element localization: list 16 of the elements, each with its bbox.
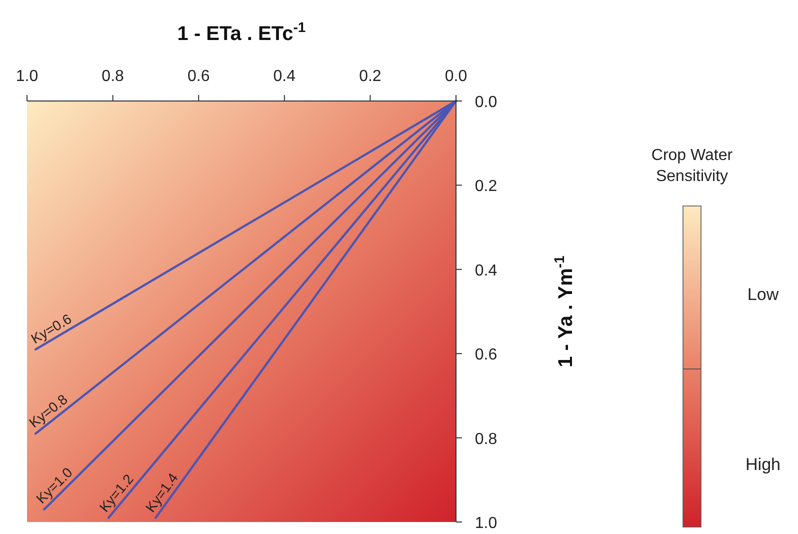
legend-title: Crop Water Sensitivity (651, 147, 734, 185)
x-axis-title: 1 - ETa . ETc$^{-1}$ (177, 19, 306, 45)
x-tick-label: 0.0 (444, 68, 468, 85)
x-tick-label: 0.4 (273, 68, 296, 85)
y-tick-label: 1.0 (474, 515, 498, 532)
y-tick-label: 0.8 (474, 430, 498, 448)
x-tick-label: 0.8 (102, 68, 124, 85)
text: High (746, 455, 780, 474)
y-tick-label: 0.2 (474, 178, 498, 196)
x-tick-label: 0.2 (359, 68, 382, 85)
y-tick-label: 0.4 (474, 262, 498, 280)
y-tick-label: 0.0 (474, 94, 498, 111)
x-tick-label: 1.0 (16, 68, 38, 85)
text: Low (747, 285, 780, 304)
y-tick-label: 0.6 (474, 346, 498, 364)
x-tick-label: 0.6 (187, 68, 210, 85)
